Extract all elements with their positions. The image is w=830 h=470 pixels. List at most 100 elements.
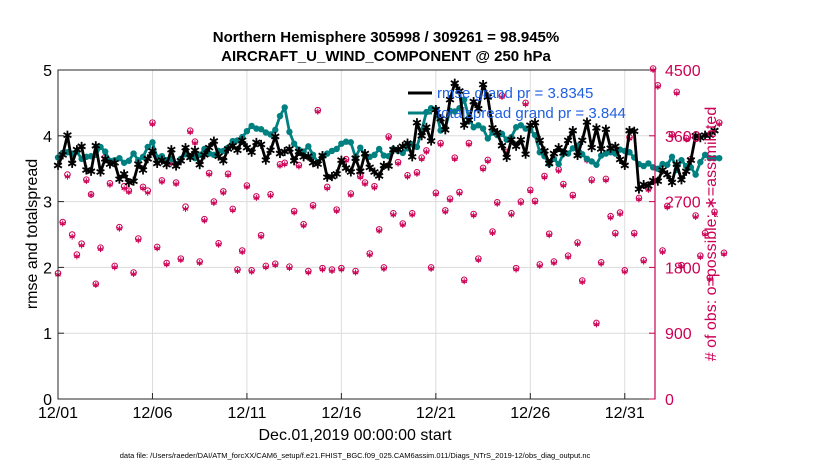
- rmse-point: [582, 117, 592, 127]
- spread-point: [286, 128, 293, 136]
- obs-assimilated-point: [541, 174, 548, 181]
- obs-assimilated-point: [607, 214, 614, 221]
- obs-assimilated-point: [470, 212, 477, 219]
- obs-assimilated-point: [574, 241, 581, 248]
- obs-assimilated-point: [461, 278, 468, 285]
- obs-assimilated-point: [480, 166, 486, 173]
- spread-point: [716, 154, 723, 162]
- obs-assimilated-point: [711, 210, 718, 217]
- spread-point: [484, 135, 492, 142]
- rmse-point: [464, 115, 474, 125]
- rmse-point: [629, 126, 639, 136]
- spread-point: [593, 161, 600, 168]
- rmse-point: [521, 149, 530, 159]
- obs-assimilated-point: [366, 251, 373, 258]
- rmse-point: [644, 181, 653, 191]
- rmse-point: [592, 123, 601, 133]
- spread-point: [569, 145, 577, 152]
- obs-assimilated-point: [404, 173, 411, 180]
- spread-point: [555, 160, 562, 168]
- rmse-point: [209, 136, 219, 146]
- rmse-point: [511, 141, 521, 151]
- obs-assimilated-point: [451, 156, 458, 163]
- obs-assimilated-point: [338, 266, 345, 273]
- obs-assimilated-point: [385, 134, 392, 141]
- rmse-point: [450, 78, 460, 88]
- rmse-point: [535, 135, 545, 145]
- rmse-point: [507, 135, 516, 145]
- obs-assimilated-point: [536, 262, 543, 269]
- obs-assimilated-point: [239, 249, 246, 256]
- obs-assimilated-point: [107, 181, 113, 188]
- obs-assimilated-point: [706, 276, 713, 283]
- obs-assimilated-point: [437, 141, 444, 148]
- obs-assimilated-point: [654, 83, 661, 90]
- rmse-point: [91, 141, 101, 151]
- x-tick-label: 12/06: [132, 405, 172, 422]
- left-axis-ticks: 0 1 2 3 4 5: [43, 63, 64, 409]
- rmse-point: [370, 167, 379, 177]
- right-tick-label: 0: [665, 392, 674, 409]
- obs-assimilated-point: [59, 220, 66, 227]
- rmse-point: [587, 143, 597, 153]
- right-tick-label: 4500: [665, 63, 701, 80]
- spread-point: [290, 140, 298, 147]
- x-axis-label: Dec.01,2019 00:00:00 start: [258, 427, 452, 444]
- obs-assimilated-point: [314, 108, 321, 115]
- obs-assimilated-point: [140, 185, 146, 192]
- rmse-point: [115, 174, 124, 184]
- left-tick-label: 2: [43, 260, 52, 277]
- obs-assimilated-point: [522, 101, 529, 108]
- obs-assimilated-point: [187, 129, 194, 136]
- left-tick-label: 1: [43, 326, 52, 343]
- rmse-point: [81, 165, 91, 175]
- rmse-point: [459, 120, 469, 130]
- obs-assimilated-point: [173, 181, 179, 188]
- obs-assimilated-point: [78, 242, 85, 249]
- obs-assimilated-point: [69, 233, 76, 240]
- obs-assimilated-point: [362, 181, 368, 188]
- rmse-point: [337, 155, 346, 165]
- obs-assimilated-point: [631, 231, 638, 238]
- rmse-point: [270, 131, 280, 141]
- data-file-footer: data file: /Users/raeder/DAI/ATM_forcXX/…: [120, 451, 591, 460]
- x-tick-label: 12/16: [321, 405, 361, 422]
- spread-point: [659, 160, 666, 168]
- obs-assimilated-point: [442, 208, 449, 215]
- obs-assimilated-point: [300, 222, 307, 229]
- obs-assimilated-point: [229, 207, 236, 214]
- spread-point: [309, 151, 317, 159]
- obs-assimilated-point: [253, 194, 260, 201]
- rmse-point: [157, 155, 167, 165]
- rmse-point: [200, 150, 209, 160]
- obs-assimilated-point: [111, 264, 118, 271]
- obs-assimilated-point: [673, 90, 680, 97]
- obs-assimilated-point: [721, 251, 727, 258]
- obs-assimilated-point: [499, 94, 505, 101]
- obs-assimilated-point: [598, 260, 605, 267]
- rmse-point: [374, 171, 384, 181]
- spread-point: [697, 158, 704, 166]
- rmse-point: [294, 147, 304, 157]
- spread-point: [347, 139, 355, 146]
- rmse-point: [195, 160, 205, 170]
- rmse-point: [332, 169, 342, 179]
- rmse-point: [563, 135, 573, 145]
- rmse-series: [53, 78, 719, 194]
- spread-point: [668, 153, 676, 161]
- right-axis-ticks: 0 900 1800 2700 3600 4500: [649, 63, 701, 409]
- spread-point: [701, 151, 709, 159]
- spread-point: [583, 155, 591, 163]
- spread-point: [498, 130, 506, 138]
- rmse-point: [228, 141, 238, 151]
- rmse-point: [133, 159, 143, 169]
- spread-point: [130, 150, 137, 157]
- spread-point: [380, 152, 388, 159]
- obs-assimilated-point: [248, 268, 255, 275]
- rmse-point: [384, 161, 393, 171]
- rmse-point: [634, 184, 644, 194]
- obs-assimilated-point: [225, 172, 231, 179]
- obs-assimilated-point: [159, 178, 165, 185]
- spread-point: [413, 143, 421, 151]
